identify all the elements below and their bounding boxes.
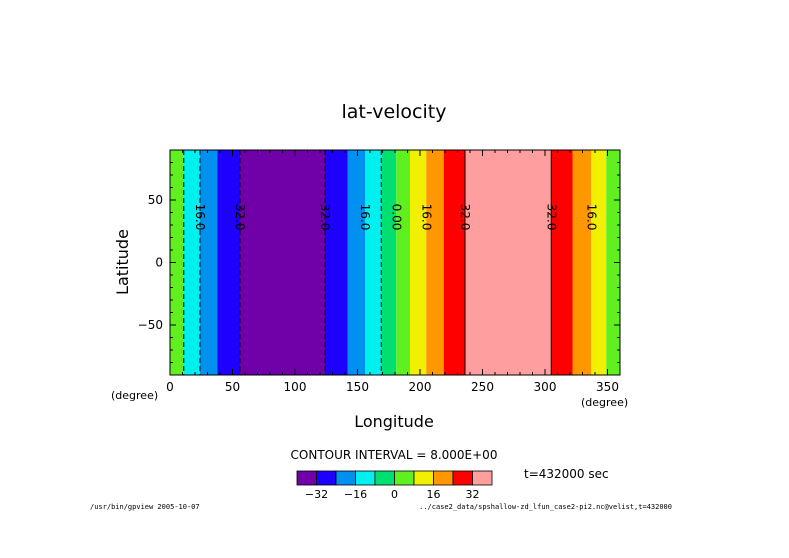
colorbar-tick-label: 16 [427, 488, 441, 501]
band-9 [396, 150, 410, 375]
colorbar-cell-1 [316, 470, 337, 486]
colorbar-tick-label: −16 [344, 488, 367, 501]
contour-label-3: 16.0 [358, 204, 372, 231]
colorbar-cell-2 [335, 470, 356, 486]
y-tick-label: 0 [155, 256, 163, 270]
x-axis-label: Longitude [354, 412, 434, 431]
contour-label-1: 32.0 [233, 204, 247, 231]
band-15 [572, 150, 592, 375]
x-tick-label: 50 [225, 380, 240, 394]
contour-layer [183, 150, 552, 375]
x-axis: 0 50 100 150 200 250 300 350 [166, 150, 621, 394]
colorbar-cell-9 [472, 470, 493, 486]
colorbar-cell-5 [394, 470, 415, 486]
chart-title: lat-velocity [342, 101, 447, 123]
colorbar [296, 470, 493, 486]
y-axis-unit: (degree) [111, 389, 158, 402]
band-14 [551, 150, 573, 375]
contour-interval-label: CONTOUR INTERVAL = 8.000E+00 [291, 448, 498, 462]
contour-label-4: 0.00 [389, 204, 403, 231]
x-tick-label: 200 [409, 380, 432, 394]
x-tick-label: 100 [284, 380, 307, 394]
band-0 [170, 150, 184, 375]
contour-label-0: 16.0 [193, 204, 207, 231]
band-1 [183, 150, 200, 375]
band-10 [410, 150, 427, 375]
band-3 [217, 150, 240, 375]
band-13 [465, 150, 552, 375]
band-8 [381, 150, 397, 375]
band-17 [606, 150, 620, 375]
band-5 [325, 150, 348, 375]
x-tick-label: 0 [166, 380, 174, 394]
colorbar-cell-6 [413, 470, 434, 486]
contour-label-layer: 16.0 32.0 32.0 16.0 0.00 16.0 32.0 32.0 16.0 [193, 204, 598, 231]
time-label: t=432000 sec [524, 467, 609, 481]
colorbar-cell-4 [374, 470, 395, 486]
contour-label-8: 16.0 [584, 204, 598, 231]
x-tick-label: 350 [596, 380, 619, 394]
contour-label-7: 32.0 [544, 204, 558, 231]
y-axis-label: Latitude [113, 229, 132, 295]
band-7 [365, 150, 382, 375]
footer-left: /usr/bin/gpview 2005-10-07 [90, 503, 200, 511]
band-2 [200, 150, 218, 375]
band-12 [443, 150, 465, 375]
contour-label-6: 32.0 [458, 204, 472, 231]
x-axis-unit: (degree) [581, 396, 628, 409]
colorbar-cell-8 [452, 470, 473, 486]
colorbar-tick-label: −32 [305, 488, 328, 501]
colorbar-tick-label: 0 [391, 488, 398, 501]
y-axis: −50 0 50 [138, 149, 620, 376]
y-tick-label: 50 [148, 193, 163, 207]
x-tick-label: 300 [534, 380, 557, 394]
x-tick-label: 250 [471, 380, 494, 394]
colorbar-tick-label: 32 [466, 488, 480, 501]
colorbar-cell-7 [433, 470, 454, 486]
band-16 [591, 150, 607, 375]
colorbar-ticks: −32 −16 0 16 32 [305, 488, 480, 501]
band-4 [240, 150, 325, 375]
footer-right: ../case2_data/spshallow-zd_lfun_case2-pi… [419, 503, 672, 511]
band-layer [170, 150, 620, 375]
colorbar-cell-0 [296, 470, 317, 486]
x-tick-label: 150 [346, 380, 369, 394]
contour-label-5: 16.0 [419, 204, 433, 231]
band-11 [426, 150, 444, 375]
contour-label-2: 32.0 [318, 204, 332, 231]
y-tick-label: −50 [138, 318, 163, 332]
colorbar-cell-3 [355, 470, 376, 486]
band-6 [347, 150, 365, 375]
